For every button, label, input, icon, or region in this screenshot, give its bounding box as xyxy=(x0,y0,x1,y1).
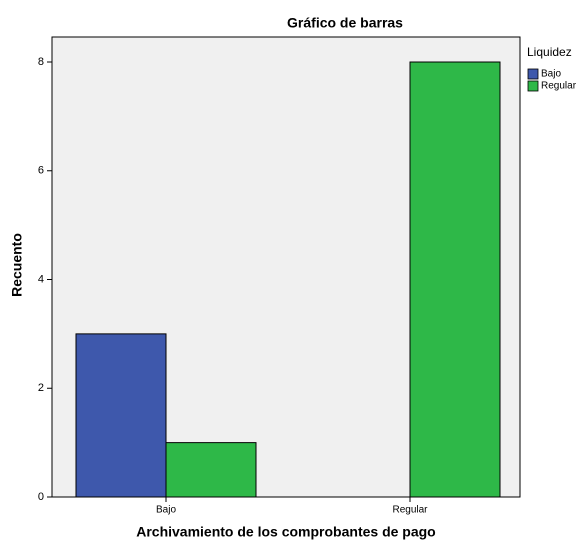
chart-title: Gráfico de barras xyxy=(287,15,403,31)
y-tick-label: 0 xyxy=(38,491,44,503)
legend-title: Liquidez xyxy=(527,45,572,59)
legend-swatch xyxy=(527,80,539,92)
bar xyxy=(165,442,257,498)
y-tick-label: 6 xyxy=(38,165,44,177)
bar xyxy=(409,61,501,498)
x-axis-label: Archivamiento de los comprobantes de pag… xyxy=(136,524,436,540)
y-tick-label: 8 xyxy=(38,56,44,68)
y-tick-label: 4 xyxy=(38,273,44,285)
x-tick-label: Regular xyxy=(392,505,428,516)
y-tick-label: 2 xyxy=(38,382,44,394)
legend-label: Bajo xyxy=(541,69,561,80)
bar xyxy=(75,333,167,498)
legend-swatch xyxy=(527,68,539,80)
y-axis-label: Recuento xyxy=(9,233,25,297)
legend-label: Regular xyxy=(541,81,577,92)
x-tick-label: Bajo xyxy=(156,505,176,516)
